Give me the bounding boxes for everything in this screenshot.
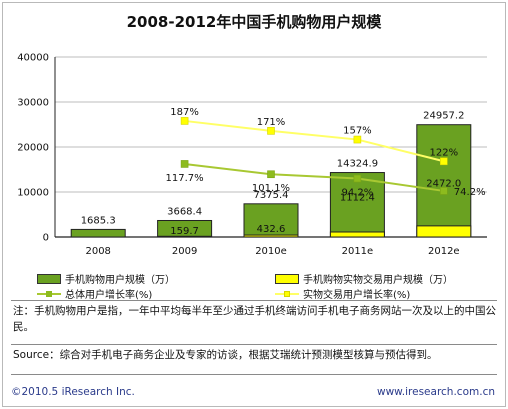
data-label-physical-scale: 159.7: [170, 226, 199, 237]
separator-line: [11, 374, 497, 375]
data-label-total-growth: 94.2%: [342, 188, 374, 199]
x-tick-label: 2009: [172, 246, 197, 257]
data-label-physical-growth: 187%: [170, 107, 199, 118]
legend-label-user-scale: 手机购物用户规模（万）: [65, 275, 175, 286]
copyright-text: ©2010.5 iResearch Inc.: [11, 386, 135, 398]
y-tick-label: 0: [43, 233, 49, 244]
x-tick-label: 2011e: [342, 246, 374, 257]
legend-swatch-green-line: [37, 289, 61, 299]
separator-line: [11, 300, 497, 301]
marker-total-growth: [353, 174, 362, 183]
marker-physical-growth: [267, 127, 275, 135]
bar-user-scale: [329, 172, 385, 238]
data-label-user-scale: 3668.4: [167, 206, 202, 217]
marker-total-growth: [439, 187, 448, 195]
marker-total-growth: [180, 160, 189, 168]
website-text: www.iresearch.com.cn: [376, 386, 495, 398]
y-tick-label: 30000: [17, 98, 49, 109]
marker-physical-growth: [353, 135, 362, 144]
footnote-text: 注：手机购物用户是指，一年中平均每半年至少通过手机终端访问手机电子商务网站一次及…: [13, 305, 496, 333]
data-label-physical-scale: 2472.0: [426, 179, 461, 190]
bar-physical-scale: [243, 234, 299, 238]
bar-physical-scale: [329, 231, 385, 238]
y-tick-label: 10000: [17, 188, 49, 199]
data-label-total-growth: 74.2%: [454, 187, 486, 198]
bar-user-scale: [416, 124, 472, 238]
chart-canvas: 0 10000 20000 30000 40000 2008 2009 2010e 2011e 2…: [17, 53, 487, 257]
separator-line: [11, 344, 497, 345]
legend-item-physical-scale: 手机购物实物交易用户规模（万）: [275, 271, 453, 286]
x-tick-label: 2012e: [428, 246, 460, 257]
data-label-total-growth: 117.7%: [166, 173, 204, 184]
line-total-growth: [184, 162, 444, 192]
line-physical-growth: [184, 119, 445, 163]
data-label-user-scale: 14324.9: [337, 159, 378, 170]
bar-user-scale: [243, 203, 299, 238]
data-label-user-scale: 1685.3: [81, 215, 116, 226]
x-tick-label: 2008: [85, 246, 110, 257]
legend-swatch-green-bar: [37, 273, 61, 284]
data-label-physical-growth: 171%: [257, 117, 286, 128]
y-tick-label: 40000: [17, 53, 49, 64]
y-tick-label: 20000: [17, 143, 49, 154]
bar-user-scale: [70, 228, 126, 238]
legend-item-user-scale: 手机购物用户规模（万）: [37, 271, 175, 286]
marker-physical-growth: [180, 117, 189, 125]
legend-label-physical-growth: 实物交易用户增长率(%): [303, 290, 411, 301]
data-label-physical-scale: 432.6: [257, 224, 286, 235]
legend-item-physical-growth: 实物交易用户增长率(%): [275, 286, 410, 301]
data-label-physical-growth: 122%: [430, 147, 459, 158]
chart-title: 2008-2012年中国手机购物用户规模: [126, 13, 382, 31]
legend-label-total-growth: 总体用户增长率(%): [65, 290, 153, 301]
marker-total-growth: [267, 170, 275, 179]
bar-physical-scale: [157, 235, 213, 238]
legend-swatch-yellow-bar: [275, 273, 299, 284]
data-label-physical-scale: 1112.4: [340, 193, 375, 204]
data-label-physical-growth: 157%: [343, 126, 372, 137]
legend-label-physical-scale: 手机购物实物交易用户规模（万）: [303, 275, 453, 286]
x-tick-label: 2010e: [255, 246, 287, 257]
legend-item-total-growth: 总体用户增长率(%): [37, 286, 152, 301]
data-label-user-scale: 24957.2: [423, 111, 464, 122]
source-text: Source：综合对手机电子商务企业及专家的访谈，根据艾瑞统计预测模型核算与预估…: [13, 349, 438, 361]
data-label-user-scale: 7375.4: [254, 190, 289, 201]
bar-physical-scale: [416, 225, 472, 238]
data-label-total-growth: 101.1%: [252, 183, 290, 194]
legend-swatch-yellow-line: [275, 289, 299, 299]
marker-physical-growth: [439, 157, 448, 166]
